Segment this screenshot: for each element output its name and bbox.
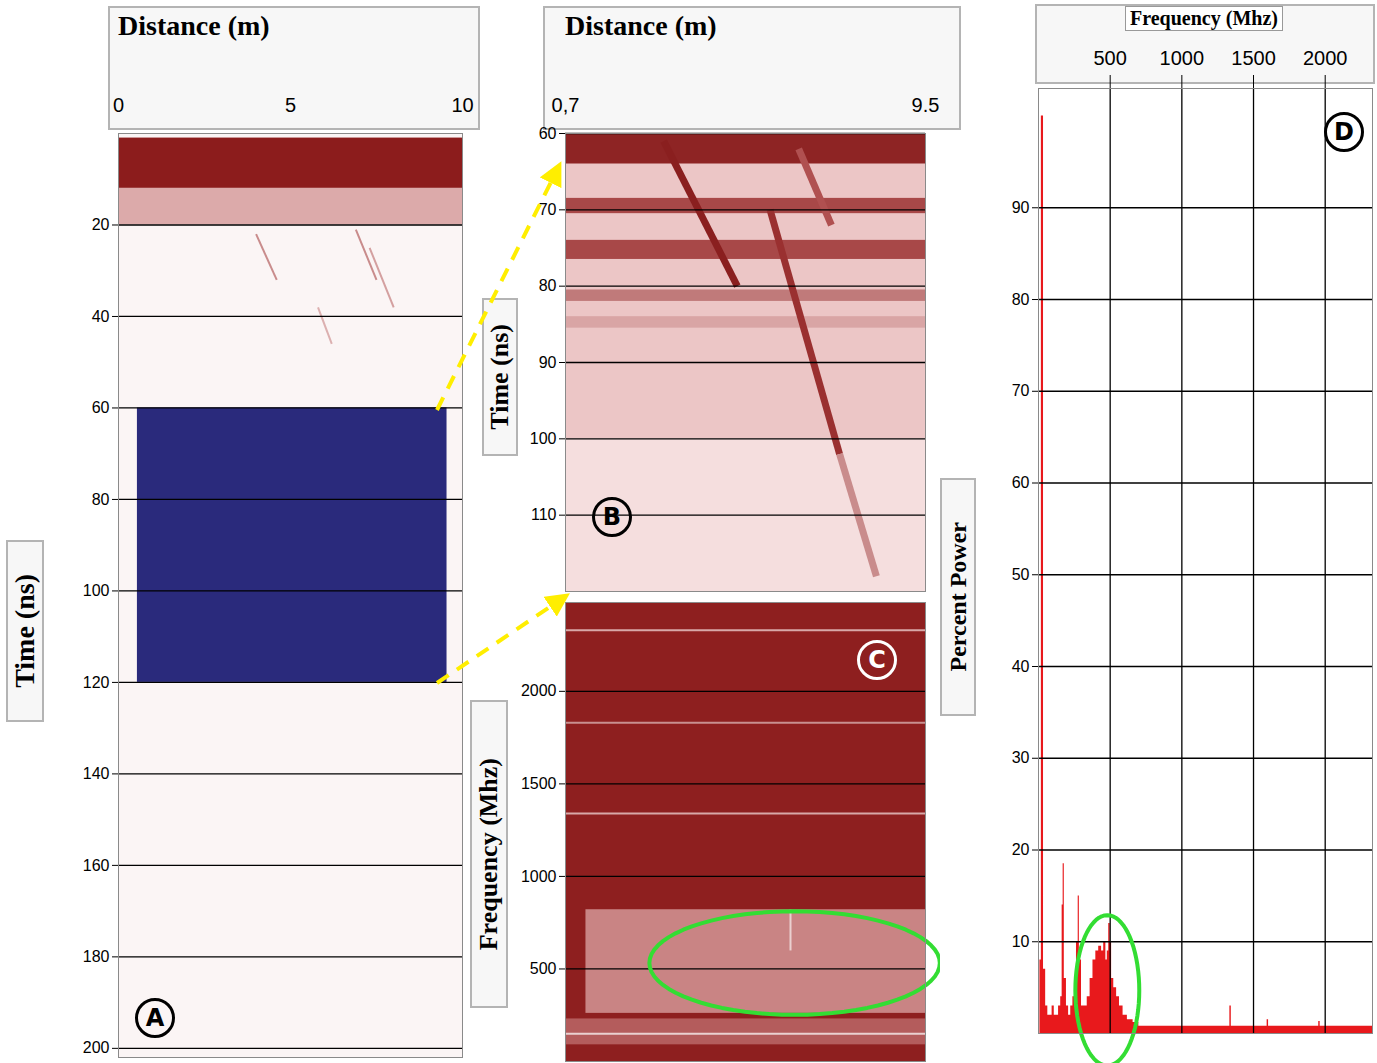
svg-text:60: 60 — [539, 125, 557, 142]
svg-text:1500: 1500 — [521, 775, 557, 792]
svg-text:9.5: 9.5 — [912, 94, 940, 116]
svg-text:40: 40 — [1012, 658, 1030, 675]
svg-text:160: 160 — [83, 857, 110, 874]
html-text:B: B — [602, 503, 622, 531]
svg-text:100: 100 — [83, 582, 110, 599]
html-text:Distance (m): Distance (m) — [565, 10, 717, 41]
svg-text:60: 60 — [92, 399, 110, 416]
svg-text:0,7: 0,7 — [552, 94, 580, 116]
svg-text:110: 110 — [531, 506, 557, 523]
html-text:Frequency (Mhz): Frequency (Mhz) — [474, 757, 503, 951]
svg-text:40: 40 — [92, 308, 110, 325]
svg-text:50: 50 — [1012, 566, 1030, 583]
svg-text:80: 80 — [539, 277, 557, 294]
html-text:Time (ns): Time (ns) — [9, 574, 40, 688]
svg-text:120: 120 — [83, 674, 110, 691]
svg-text:500: 500 — [1093, 47, 1126, 69]
svg-text:80: 80 — [92, 491, 110, 508]
svg-text:100: 100 — [530, 430, 557, 447]
svg-text:1000: 1000 — [1160, 47, 1205, 69]
html-text:Distance (m): Distance (m) — [118, 10, 270, 41]
svg-text:140: 140 — [83, 765, 110, 782]
html-text:Time (ns): Time (ns) — [485, 324, 514, 430]
html-text:Frequency (Mhz): Frequency (Mhz) — [1130, 7, 1278, 29]
html-text:A: A — [145, 1004, 165, 1032]
svg-text:90: 90 — [1012, 199, 1030, 216]
svg-text:180: 180 — [83, 948, 110, 965]
html-text:D: D — [1334, 118, 1354, 146]
svg-text:70: 70 — [539, 201, 557, 218]
html-text:Percent Power: Percent Power — [944, 522, 971, 672]
svg-text:20: 20 — [92, 216, 110, 233]
svg-text:20: 20 — [1012, 841, 1030, 858]
svg-text:30: 30 — [1012, 749, 1030, 766]
svg-text:500: 500 — [530, 960, 557, 977]
svg-text:2000: 2000 — [1303, 47, 1348, 69]
svg-text:1000: 1000 — [521, 868, 557, 885]
svg-text:90: 90 — [539, 354, 557, 371]
svg-text:0: 0 — [113, 94, 124, 116]
svg-text:60: 60 — [1012, 474, 1030, 491]
svg-text:10: 10 — [1012, 933, 1030, 950]
svg-text:70: 70 — [1012, 382, 1030, 399]
svg-text:10: 10 — [451, 94, 473, 116]
svg-text:1500: 1500 — [1231, 47, 1276, 69]
svg-text:80: 80 — [1012, 291, 1030, 308]
svg-text:5: 5 — [285, 94, 296, 116]
html-text:C: C — [868, 646, 886, 674]
svg-text:200: 200 — [83, 1039, 110, 1056]
svg-text:2000: 2000 — [521, 682, 557, 699]
